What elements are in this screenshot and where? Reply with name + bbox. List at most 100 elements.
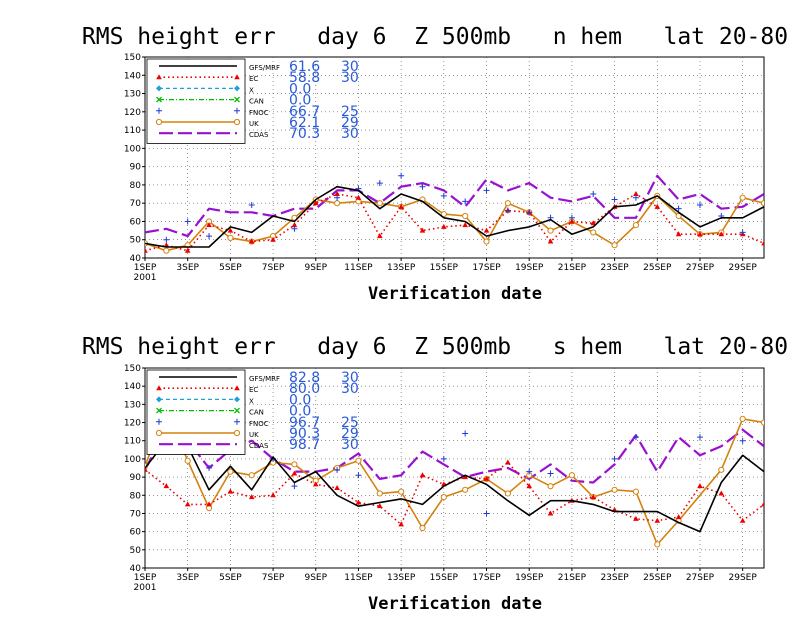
- legend-label: FNOC: [249, 109, 269, 117]
- triangle-marker: [697, 483, 703, 489]
- x-tick-label: 13SEP: [387, 263, 416, 273]
- x-tick-label: 7SEP: [262, 573, 285, 583]
- triangle-marker: [761, 240, 764, 246]
- triangle-marker: [590, 220, 597, 226]
- x-year-label: 2001: [134, 583, 157, 593]
- x-tick-label: 11SEP: [344, 573, 373, 583]
- legend-box: [146, 369, 246, 455]
- legend-count-value: 30: [341, 370, 359, 386]
- triangle-marker: [739, 517, 746, 523]
- circle-marker: [611, 486, 618, 493]
- y-tick-label: 130: [124, 90, 141, 100]
- legend-label: FNOC: [249, 420, 269, 428]
- plus-marker: [611, 196, 618, 203]
- triangle-marker: [234, 74, 240, 80]
- legend-count-value: 29: [341, 426, 359, 442]
- legend-label: CDAS: [249, 131, 269, 139]
- x-marker: [234, 407, 240, 414]
- x-tick-label: 5SEP: [219, 263, 242, 273]
- triangle-marker: [270, 492, 276, 498]
- y-tick-label: 90: [130, 163, 142, 173]
- circle-marker: [611, 242, 618, 249]
- circle-marker: [462, 212, 469, 220]
- triangle-marker: [526, 483, 533, 489]
- series-line: [145, 193, 764, 252]
- x-tick-label: 21SEP: [558, 263, 587, 273]
- plus-marker: [590, 191, 597, 198]
- legend-entry-cdas: CDAS 70.3 30: [159, 126, 359, 142]
- plus-marker: [739, 437, 746, 444]
- legend-count-value: 30: [341, 70, 359, 86]
- triangle-marker: [184, 247, 191, 253]
- circle-marker: [632, 488, 640, 495]
- circle-marker: [155, 118, 163, 126]
- triangle-marker: [334, 191, 340, 197]
- circle-marker: [227, 468, 234, 475]
- plus-marker: [526, 468, 533, 475]
- triangle-marker: [761, 501, 764, 507]
- triangle-marker: [462, 222, 468, 228]
- plus-marker: [696, 202, 703, 209]
- legend-entry-fnoc: FNOC 96.7 25: [156, 415, 359, 431]
- legend-entry-can: CAN 0.0: [156, 404, 311, 420]
- x-tick-label: 19SEP: [515, 263, 544, 273]
- triangle-marker: [398, 203, 404, 209]
- circle-marker: [291, 461, 298, 468]
- circle-marker: [504, 200, 511, 207]
- x-tick-label: 19SEP: [515, 573, 544, 583]
- triangle-marker: [675, 231, 682, 237]
- plus-marker: [675, 205, 682, 212]
- plus-marker: [206, 465, 213, 471]
- x-tick-label: 23SEP: [600, 263, 629, 273]
- y-tick-label: 70: [130, 509, 142, 519]
- legend-label: UK: [249, 120, 259, 128]
- triangle-marker: [675, 514, 682, 520]
- x-tick-label: 17SEP: [472, 263, 501, 273]
- series-line: [145, 439, 764, 533]
- legend-entry-gfsmrf: GFS/MRF 61.6 30: [159, 59, 359, 75]
- triangle-marker: [654, 517, 661, 523]
- diamond-marker: [234, 85, 240, 92]
- legend-label: X: [249, 86, 254, 94]
- legend-entry-x: X 0.0: [156, 392, 311, 408]
- plus-marker: [248, 202, 255, 209]
- triangle-marker: [718, 490, 725, 496]
- series-line: [145, 461, 764, 526]
- y-tick-label: 70: [130, 199, 142, 209]
- y-tick-label: 60: [130, 217, 142, 227]
- legend-label: X: [249, 397, 254, 405]
- plus-marker: [611, 455, 618, 462]
- y-tick-label: 140: [124, 382, 141, 392]
- y-tick-label: 110: [124, 437, 141, 447]
- triangle-marker: [398, 521, 404, 527]
- triangle-marker: [547, 238, 554, 244]
- triangle-marker: [291, 470, 298, 476]
- plus-marker: [291, 225, 298, 232]
- y-tick-label: 100: [124, 144, 141, 154]
- legend-label: GFS/MRF: [249, 375, 280, 383]
- triangle-marker: [312, 200, 319, 206]
- plus-marker: [739, 229, 746, 236]
- triangle-marker: [145, 247, 148, 253]
- plus-marker: [462, 430, 469, 437]
- circle-marker: [718, 466, 725, 473]
- legend-mean-value: 0.0: [289, 81, 311, 97]
- triangle-marker: [156, 385, 162, 391]
- series-line: [145, 428, 764, 484]
- x-tick-label: 13SEP: [387, 573, 416, 583]
- legend-mean-value: 90.3: [289, 426, 320, 442]
- circle-marker: [376, 490, 383, 497]
- circle-marker: [376, 200, 383, 207]
- circle-marker: [163, 247, 170, 254]
- plus-marker: [355, 472, 362, 479]
- plus-marker: [156, 418, 162, 425]
- legend-count-value: 30: [341, 59, 359, 75]
- y-tick-label: 50: [130, 546, 142, 556]
- circle-marker: [547, 483, 554, 490]
- circle-marker: [227, 234, 234, 241]
- circle-marker: [760, 419, 764, 426]
- plus-marker: [632, 194, 639, 201]
- circle-marker: [233, 118, 241, 126]
- plot-frame: [144, 367, 765, 569]
- series-cdas: [145, 428, 764, 484]
